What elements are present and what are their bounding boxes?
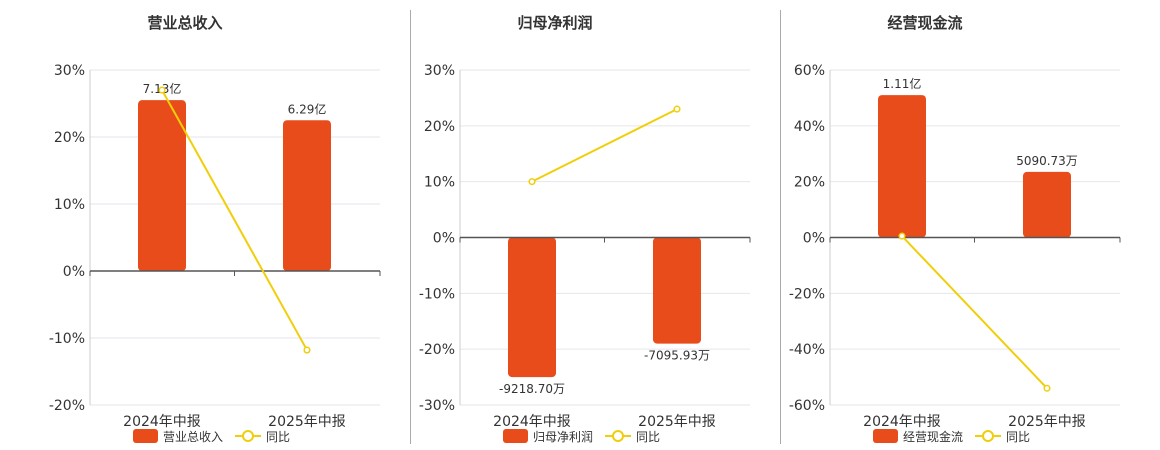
x-category-label: 2025年中报 <box>638 414 716 430</box>
bar-value-label: -9218.70万 <box>499 382 565 396</box>
y-tick-label: 30% <box>424 63 455 79</box>
bar-value-label: 1.11亿 <box>883 76 922 91</box>
bar <box>138 100 186 272</box>
yoy-point <box>158 86 166 94</box>
panel-divider <box>780 10 781 444</box>
yoy-line <box>161 89 308 351</box>
legend-line-marker <box>242 430 254 442</box>
legend-line-marker <box>612 430 624 442</box>
y-tick-label: -20% <box>789 286 825 302</box>
y-tick-label: 10% <box>424 175 455 191</box>
legend-bar-label: 经营现金流 <box>903 429 963 444</box>
bar <box>508 237 556 378</box>
yoy-point <box>898 232 906 240</box>
x-category-label: 2025年中报 <box>1008 414 1086 430</box>
legend-line-label: 同比 <box>266 430 290 444</box>
y-tick-label: -10% <box>49 331 85 347</box>
y-tick-label: 0% <box>803 231 825 247</box>
y-tick-label: -20% <box>419 342 455 358</box>
yoy-line <box>531 108 678 183</box>
yoy-point <box>1043 384 1051 392</box>
y-tick-label: -10% <box>419 286 455 302</box>
bar <box>878 95 926 238</box>
chart-svg-revenue: 30%20%10%0%-10%-20%7.13亿6.29亿2024年中报2025… <box>49 63 381 444</box>
legend-line-label: 同比 <box>1006 430 1030 444</box>
bar <box>283 120 331 271</box>
legend-bar-swatch <box>133 429 158 443</box>
y-tick-label: 40% <box>794 119 825 135</box>
yoy-line <box>901 235 1048 389</box>
chart-svg-cashflow: 60% 40% 20% 0% -20% -40% -60% 1.11亿 5090.73万 2024… <box>789 63 1121 444</box>
bar-value-label: -7095.93万 <box>644 349 710 363</box>
y-tick-label: 20% <box>424 119 455 135</box>
yoy-point <box>528 178 536 186</box>
bar-value-label: 5090.73万 <box>1016 154 1078 168</box>
y-tick-label: 0% <box>63 264 85 280</box>
y-tick-label: 30% <box>54 63 85 79</box>
y-tick-label: 60% <box>794 63 825 79</box>
y-tick-label: -20% <box>49 398 85 414</box>
chart-title: 经营现金流 <box>887 14 963 32</box>
chart-title: 归母净利润 <box>517 14 593 32</box>
y-tick-label: 10% <box>54 197 85 213</box>
legend-line-label: 同比 <box>636 430 660 444</box>
yoy-point <box>673 105 681 113</box>
y-tick-label: 0% <box>433 231 455 247</box>
panel-divider <box>410 10 411 444</box>
legend-bar-label: 归母净利润 <box>533 430 593 444</box>
legend-bar-swatch <box>873 429 898 443</box>
y-tick-label: -60% <box>789 398 825 414</box>
bar <box>1023 171 1071 238</box>
x-category-label: 2025年中报 <box>268 414 346 430</box>
y-tick-label: -30% <box>419 398 455 414</box>
x-category-label: 2024年中报 <box>123 414 201 430</box>
chart-panel-1: 营业总收入 30%20%10%0%-10%-20%7.13亿6.29亿2024年… <box>0 0 381 450</box>
yoy-point <box>303 346 311 354</box>
bar <box>653 237 701 344</box>
x-category-label: 2024年中报 <box>863 414 941 430</box>
bar-value-label: 6.29亿 <box>288 101 327 116</box>
legend-bar-label: 营业总收入 <box>163 430 223 444</box>
legend-bar-swatch <box>503 429 528 443</box>
y-tick-label: -40% <box>789 342 825 358</box>
y-tick-label: 20% <box>54 130 85 146</box>
chart-panel-3: 经营现金流 60% 40% 20% 0% -20% -40% -60% 1.11亿 5090.7… <box>740 0 1121 450</box>
y-tick-label: 20% <box>794 175 825 191</box>
x-category-label: 2024年中报 <box>493 414 571 430</box>
legend-line-marker <box>982 430 994 442</box>
chart-panel-2: 归母净利润 30% 20% 10% 0% -10% -20% -30% -9218.70万 -7… <box>370 0 751 450</box>
chart-svg-net-profit: 30% 20% 10% 0% -10% -20% -30% -9218.70万 -7095.93… <box>419 63 751 444</box>
chart-title: 营业总收入 <box>147 14 223 32</box>
